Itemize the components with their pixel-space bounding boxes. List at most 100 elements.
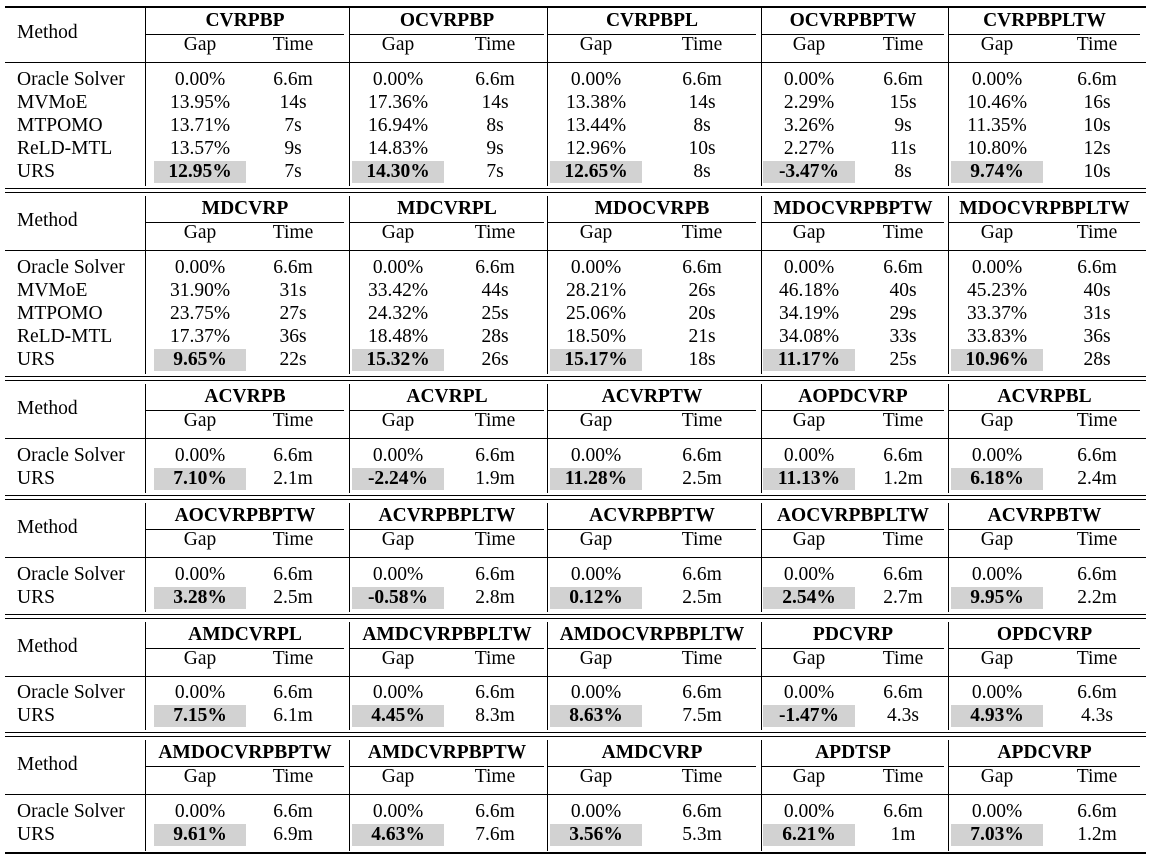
group-separator <box>349 740 350 851</box>
time-value: 5.3m <box>682 824 722 845</box>
group-name: APDCVRP <box>997 742 1092 763</box>
time-value: 6.6m <box>273 564 313 585</box>
gap-header: Gap <box>792 766 826 787</box>
time-value: 40s <box>889 280 917 301</box>
gap-header: Gap <box>980 34 1014 55</box>
section-double-rule <box>5 614 1146 615</box>
time-value: 40s <box>1083 280 1111 301</box>
group-name: APDTSP <box>815 742 891 763</box>
gap-value: 16.94% <box>367 115 429 136</box>
method-name: URS <box>17 161 55 182</box>
section-top-rule <box>5 192 1146 193</box>
best-gap-value: -2.24% <box>352 468 444 490</box>
best-gap-value: 3.56% <box>550 824 642 846</box>
time-value: 6.6m <box>475 564 515 585</box>
time-value: 28s <box>1083 349 1111 370</box>
method-name: Oracle Solver <box>17 564 125 585</box>
gap-header: Gap <box>980 222 1014 243</box>
section-top-rule <box>5 380 1146 381</box>
gap-value: 45.23% <box>966 280 1028 301</box>
time-value: 6.6m <box>682 801 722 822</box>
time-value: 15s <box>889 92 917 113</box>
time-value: 8s <box>894 161 912 182</box>
gap-value: 33.37% <box>966 303 1028 324</box>
time-header: Time <box>272 34 314 55</box>
gap-value: 3.26% <box>783 115 835 136</box>
gap-header: Gap <box>183 648 217 669</box>
gap-header: Gap <box>381 529 415 550</box>
time-value: 8s <box>693 115 711 136</box>
group-name: AMDOCVRPBPLTW <box>559 624 745 645</box>
gap-value: 25.06% <box>565 303 627 324</box>
group-separator <box>948 196 949 374</box>
group-separator <box>145 8 146 186</box>
time-value: 10s <box>1083 161 1111 182</box>
method-name: URS <box>17 824 55 845</box>
group-name: AMDCVRPBPTW <box>367 742 527 763</box>
gap-value: 0.00% <box>570 445 622 466</box>
group-underline <box>146 34 344 35</box>
method-header: Method <box>17 22 78 43</box>
time-value: 8.3m <box>475 705 515 726</box>
best-gap-value: 11.28% <box>550 468 642 490</box>
group-underline <box>146 648 344 649</box>
group-underline <box>548 222 756 223</box>
gap-value: 2.27% <box>783 138 835 159</box>
method-header: Method <box>17 754 78 775</box>
group-separator <box>547 740 548 851</box>
gap-value: 2.29% <box>783 92 835 113</box>
gap-value: 33.42% <box>367 280 429 301</box>
gap-value: 11.35% <box>967 115 1027 136</box>
group-underline <box>146 529 344 530</box>
best-gap-value: 9.74% <box>951 161 1043 183</box>
time-value: 10s <box>688 138 716 159</box>
time-value: 4.3s <box>887 705 919 726</box>
time-value: 14s <box>481 92 509 113</box>
method-name: MVMoE <box>17 92 88 113</box>
time-value: 7s <box>284 161 302 182</box>
group-underline <box>146 222 344 223</box>
group-name: MDCVRPL <box>397 198 497 219</box>
time-header: Time <box>681 648 723 669</box>
section-double-rule <box>5 376 1146 377</box>
section-top-rule <box>5 736 1146 737</box>
time-value: 2.5m <box>682 468 722 489</box>
time-header: Time <box>681 34 723 55</box>
group-name: CVRPBPL <box>605 10 699 31</box>
best-gap-value: 12.65% <box>550 161 642 183</box>
gap-value: 24.32% <box>367 303 429 324</box>
method-header: Method <box>17 210 78 231</box>
time-value: 1.2m <box>883 468 923 489</box>
time-value: 21s <box>688 326 716 347</box>
group-name: OCVRPBP <box>399 10 495 31</box>
group-separator <box>349 8 350 186</box>
time-header: Time <box>681 529 723 550</box>
time-value: 6.6m <box>883 69 923 90</box>
section-double-rule <box>5 188 1146 189</box>
group-underline <box>350 34 544 35</box>
gap-header: Gap <box>792 648 826 669</box>
time-value: 6.6m <box>682 564 722 585</box>
method-name: URS <box>17 468 55 489</box>
gap-value: 0.00% <box>372 257 424 278</box>
time-header: Time <box>882 529 924 550</box>
group-underline <box>146 410 344 411</box>
time-value: 6.6m <box>1077 445 1117 466</box>
gap-value: 13.38% <box>565 92 627 113</box>
time-value: 20s <box>688 303 716 324</box>
gap-header: Gap <box>183 410 217 431</box>
best-gap-value: 0.12% <box>550 587 642 609</box>
gap-value: 0.00% <box>971 445 1023 466</box>
time-value: 6.6m <box>1077 564 1117 585</box>
time-value: 2.7m <box>883 587 923 608</box>
gap-value: 0.00% <box>783 69 835 90</box>
time-value: 10s <box>1083 115 1111 136</box>
time-value: 33s <box>889 326 917 347</box>
group-separator <box>948 8 949 186</box>
group-underline <box>762 529 944 530</box>
time-header: Time <box>474 222 516 243</box>
best-gap-value: 7.10% <box>154 468 246 490</box>
gap-header: Gap <box>381 766 415 787</box>
group-underline <box>762 766 944 767</box>
